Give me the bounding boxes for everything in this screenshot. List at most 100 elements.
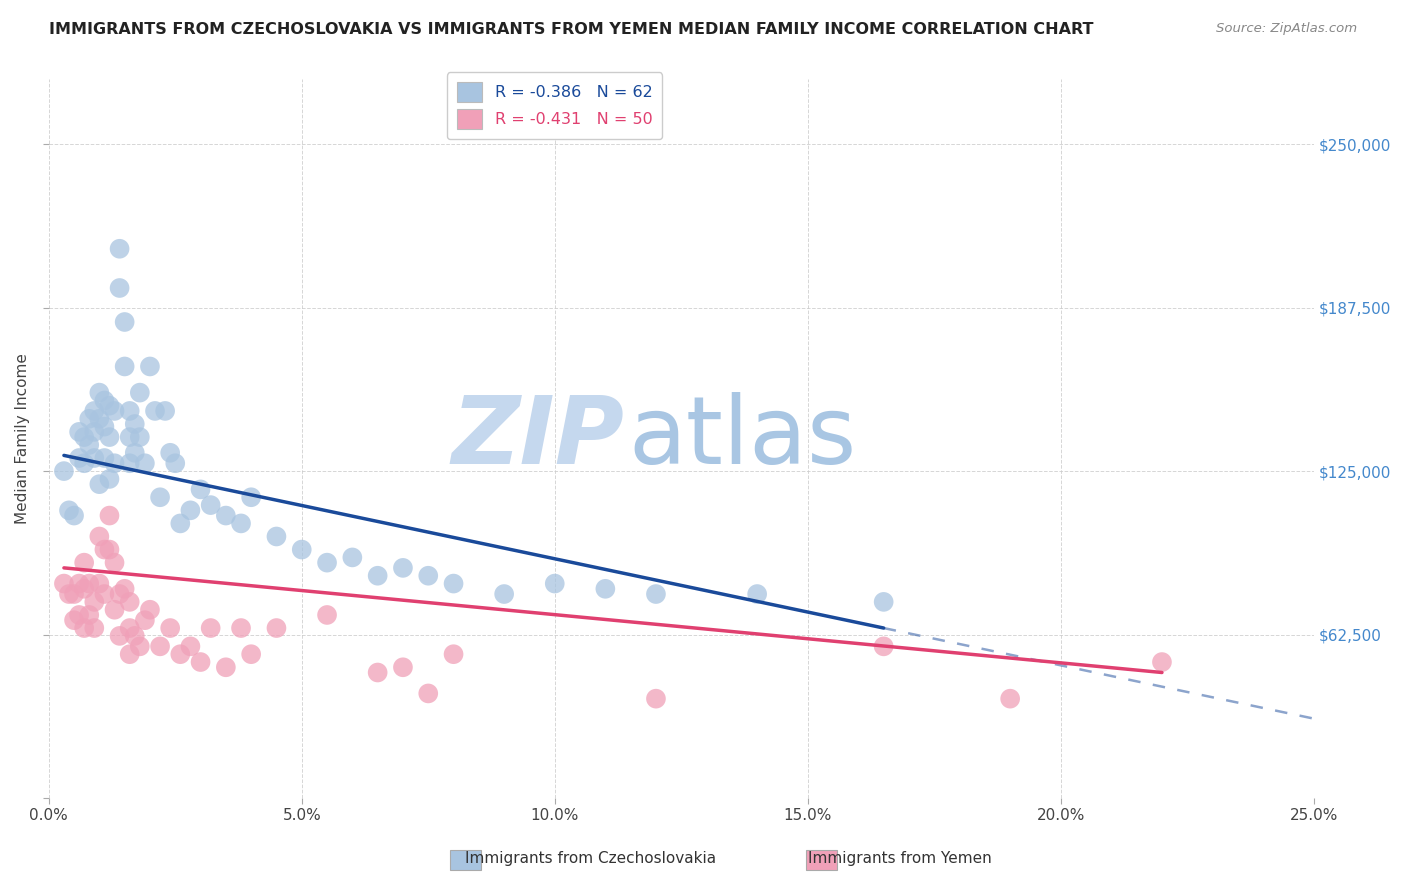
Point — [240, 490, 263, 504]
Point — [215, 660, 238, 674]
Point — [98, 472, 121, 486]
Point — [103, 603, 125, 617]
Point — [63, 613, 86, 627]
Point — [149, 490, 172, 504]
Point — [67, 607, 90, 622]
Point — [89, 477, 111, 491]
Point — [63, 587, 86, 601]
Point — [118, 430, 141, 444]
Point — [747, 587, 769, 601]
Point — [73, 582, 96, 596]
Legend: R = -0.386   N = 62, R = -0.431   N = 50: R = -0.386 N = 62, R = -0.431 N = 50 — [447, 72, 662, 139]
Point — [443, 647, 465, 661]
Point — [114, 315, 136, 329]
Point — [98, 508, 121, 523]
Point — [139, 603, 162, 617]
Point — [114, 582, 136, 596]
Point — [73, 621, 96, 635]
Point — [134, 613, 156, 627]
Point — [128, 385, 150, 400]
Point — [118, 647, 141, 661]
Point — [63, 508, 86, 523]
Point — [118, 456, 141, 470]
Point — [149, 640, 172, 654]
Point — [134, 456, 156, 470]
Point — [998, 691, 1021, 706]
Point — [128, 640, 150, 654]
Point — [89, 385, 111, 400]
Point — [128, 430, 150, 444]
Point — [200, 498, 222, 512]
Point — [98, 399, 121, 413]
Text: Immigrants from Czechoslovakia: Immigrants from Czechoslovakia — [465, 851, 716, 865]
Point — [114, 359, 136, 374]
Point — [77, 607, 100, 622]
Point — [392, 561, 415, 575]
Point — [169, 647, 191, 661]
Point — [98, 430, 121, 444]
Point — [124, 417, 146, 431]
Point — [118, 621, 141, 635]
Point — [58, 503, 80, 517]
Point — [291, 542, 314, 557]
Point — [159, 446, 181, 460]
Point — [645, 691, 668, 706]
Point — [139, 359, 162, 374]
Point — [89, 576, 111, 591]
Point — [83, 450, 105, 465]
Point — [494, 587, 516, 601]
Point — [179, 503, 201, 517]
Point — [77, 438, 100, 452]
Point — [165, 456, 187, 470]
Point — [83, 425, 105, 439]
Point — [240, 647, 263, 661]
Point — [93, 419, 115, 434]
Point — [108, 242, 131, 256]
Text: Source: ZipAtlas.com: Source: ZipAtlas.com — [1216, 22, 1357, 36]
Point — [103, 456, 125, 470]
Text: IMMIGRANTS FROM CZECHOSLOVAKIA VS IMMIGRANTS FROM YEMEN MEDIAN FAMILY INCOME COR: IMMIGRANTS FROM CZECHOSLOVAKIA VS IMMIGR… — [49, 22, 1094, 37]
Point — [98, 542, 121, 557]
Point — [200, 621, 222, 635]
Point — [392, 660, 415, 674]
Point — [190, 483, 212, 497]
Point — [108, 281, 131, 295]
Point — [367, 665, 389, 680]
Point — [89, 411, 111, 425]
Point — [124, 446, 146, 460]
Point — [58, 587, 80, 601]
Point — [73, 556, 96, 570]
Point — [418, 686, 440, 700]
Point — [89, 529, 111, 543]
Point — [342, 550, 364, 565]
Point — [143, 404, 166, 418]
Point — [93, 542, 115, 557]
Text: atlas: atlas — [628, 392, 856, 484]
Point — [83, 621, 105, 635]
Point — [83, 595, 105, 609]
Point — [443, 576, 465, 591]
Point — [159, 621, 181, 635]
Point — [367, 568, 389, 582]
Point — [179, 640, 201, 654]
Point — [73, 456, 96, 470]
Text: ZIP: ZIP — [451, 392, 624, 484]
Point — [1150, 655, 1173, 669]
Point — [316, 607, 339, 622]
Point — [118, 404, 141, 418]
Point — [118, 595, 141, 609]
Point — [83, 404, 105, 418]
Point — [872, 640, 894, 654]
Point — [872, 595, 894, 609]
Point — [595, 582, 617, 596]
Point — [316, 556, 339, 570]
Point — [645, 587, 668, 601]
Point — [266, 621, 288, 635]
Point — [52, 576, 75, 591]
Point — [108, 629, 131, 643]
Point — [103, 556, 125, 570]
Point — [124, 629, 146, 643]
Point — [108, 587, 131, 601]
Point — [418, 568, 440, 582]
Point — [67, 450, 90, 465]
